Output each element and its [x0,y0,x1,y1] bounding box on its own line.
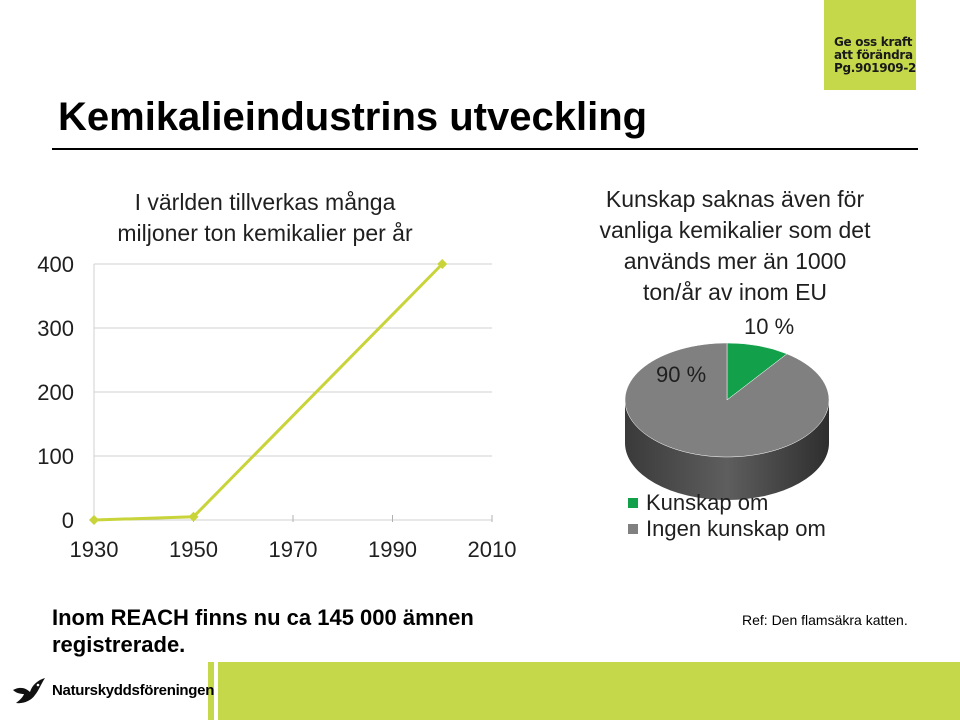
bird-icon [13,678,45,704]
badge-line-2: att förändra [834,48,913,62]
pie-chart-title-line-1: Kunskap saknas även för [605,186,865,212]
x-tick-label: 2010 [468,537,517,562]
x-tick-label: 1970 [269,537,318,562]
legend-label-kunskap-om: Kunskap om [646,490,769,515]
data-point [437,259,448,269]
pie-chart-title-line-2: vanliga kemikalier som det [599,217,871,243]
line-chart-title-line-2: miljoner ton kemikalier per år [117,220,413,246]
legend-label-ingen-kunskap-om: Ingen kunskap om [646,516,826,541]
x-tick-label: 1950 [169,537,218,562]
pie-chart-title-line-3: används mer än 1000 [623,248,847,274]
pie-slice [624,342,830,458]
x-tick-label: 1990 [368,537,417,562]
title-divider [52,148,918,150]
pie-chart-title: Kunskap saknas även för vanliga kemikali… [565,184,905,308]
data-point [89,515,99,525]
pie-legend: Kunskap om Ingen kunskap om [628,490,826,542]
y-tick-label: 400 [37,252,74,277]
reach-footnote: Inom REACH finns nu ca 145 000 ämnen reg… [52,605,474,657]
slice-label-90: 90 % [656,362,706,387]
pie-side-wall [625,400,829,500]
data-point [188,511,199,522]
legend-swatch-ingen-kunskap-om [628,524,638,534]
legend-item-ingen-kunskap-om: Ingen kunskap om [628,516,826,542]
badge-line-3: Pg.901909-2 [834,61,917,75]
line-chart-title: I världen tillverkas många miljoner ton … [80,187,450,249]
y-tick-label: 200 [37,380,74,405]
reference-note: Ref: Den flamsäkra katten. [742,612,908,628]
pie-chart-title-line-4: ton/år av inom EU [642,279,828,305]
x-tick-label: 1930 [70,537,119,562]
y-tick-label: 100 [37,444,74,469]
slide-title: Kemikalieindustrins utveckling [58,95,648,139]
logo-text: Naturskyddsföreningen [52,682,215,699]
legend-swatch-kunskap-om [628,498,638,508]
donation-badge: Ge oss kraft att förändra Pg.901909-2 [824,0,916,90]
badge-line-1: Ge oss kraft [834,35,913,49]
slice-label-10: 10 % [744,314,794,339]
legend-item-kunskap-om: Kunskap om [628,490,826,516]
y-tick-label: 300 [37,316,74,341]
y-tick-label: 0 [62,508,74,533]
line-chart-title-line-1: I världen tillverkas många [134,189,396,215]
footer-divider [214,662,218,720]
